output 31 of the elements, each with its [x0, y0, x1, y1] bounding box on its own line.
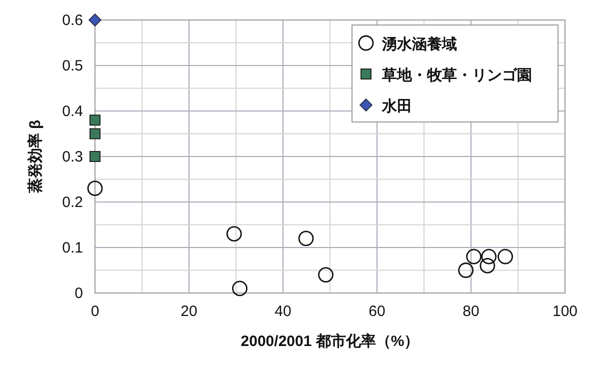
point — [226, 226, 242, 242]
x-tick-label: 40 — [274, 303, 292, 320]
y-tick-label: 0.2 — [62, 194, 83, 211]
x-tick-label: 60 — [368, 303, 386, 320]
y-tick-label: 0.4 — [62, 103, 83, 120]
point — [90, 114, 100, 126]
y-tick-label: 0.3 — [62, 148, 83, 166]
point — [466, 248, 482, 264]
y-axis-title: 蒸発効率 β — [26, 120, 44, 194]
legend-label: 湧水涵養域 — [381, 36, 457, 53]
point — [481, 248, 497, 264]
point — [87, 180, 103, 196]
point — [498, 248, 514, 264]
point — [232, 280, 248, 296]
point — [90, 128, 100, 140]
point — [480, 258, 496, 274]
point — [318, 267, 334, 282]
y-tick-label: 0.1 — [62, 240, 83, 256]
x-tick-label: 0 — [90, 303, 100, 320]
x-axis-title: 2000/2001 都市化率（%） — [240, 332, 420, 350]
x-tick-label: 80 — [462, 303, 480, 320]
point — [90, 151, 100, 162]
point — [298, 230, 314, 246]
point — [458, 262, 474, 278]
legend-label: 草地・牧草・リンゴ園 — [381, 67, 532, 84]
y-tick-label: 0.6 — [62, 12, 83, 29]
y-tick-label: 0.5 — [62, 58, 83, 74]
y-tick-label: 0 — [74, 285, 83, 302]
x-tick-label: 20 — [180, 303, 198, 320]
legend-label: 水田 — [381, 98, 412, 115]
x-tick-label: 100 — [552, 303, 578, 320]
